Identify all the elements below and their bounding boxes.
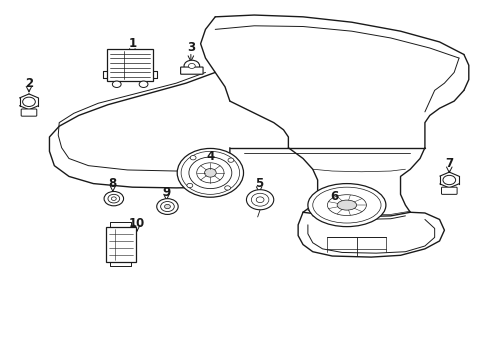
Circle shape: [186, 183, 192, 188]
Ellipse shape: [307, 184, 385, 226]
Text: 10: 10: [129, 216, 145, 230]
Circle shape: [246, 190, 273, 210]
Text: 2: 2: [25, 77, 33, 90]
Circle shape: [183, 60, 199, 72]
Text: 5: 5: [254, 177, 263, 190]
Circle shape: [164, 204, 170, 209]
Circle shape: [442, 175, 455, 185]
Circle shape: [188, 63, 195, 68]
FancyBboxPatch shape: [180, 67, 203, 74]
Circle shape: [160, 202, 174, 212]
Circle shape: [224, 186, 230, 190]
Circle shape: [22, 97, 35, 107]
FancyBboxPatch shape: [105, 226, 136, 262]
Text: 4: 4: [206, 150, 214, 163]
Circle shape: [190, 156, 196, 160]
Circle shape: [112, 81, 121, 87]
FancyBboxPatch shape: [107, 49, 153, 81]
Circle shape: [181, 151, 239, 194]
Text: 8: 8: [108, 177, 117, 190]
Circle shape: [111, 197, 116, 201]
Circle shape: [256, 197, 264, 203]
Ellipse shape: [312, 187, 380, 223]
Circle shape: [177, 148, 243, 197]
Circle shape: [196, 163, 224, 183]
Text: 7: 7: [444, 157, 452, 170]
Circle shape: [204, 168, 216, 177]
Circle shape: [251, 193, 268, 206]
Ellipse shape: [327, 195, 366, 216]
FancyBboxPatch shape: [441, 187, 456, 194]
Circle shape: [188, 157, 231, 189]
Text: 3: 3: [186, 41, 195, 54]
Ellipse shape: [336, 200, 356, 210]
Text: 6: 6: [330, 190, 338, 203]
Text: 9: 9: [162, 186, 170, 199]
Circle shape: [104, 192, 123, 206]
Text: 1: 1: [128, 37, 136, 50]
Circle shape: [139, 81, 148, 87]
FancyBboxPatch shape: [21, 109, 37, 116]
Circle shape: [227, 158, 233, 162]
Circle shape: [157, 199, 178, 215]
Circle shape: [108, 194, 120, 203]
